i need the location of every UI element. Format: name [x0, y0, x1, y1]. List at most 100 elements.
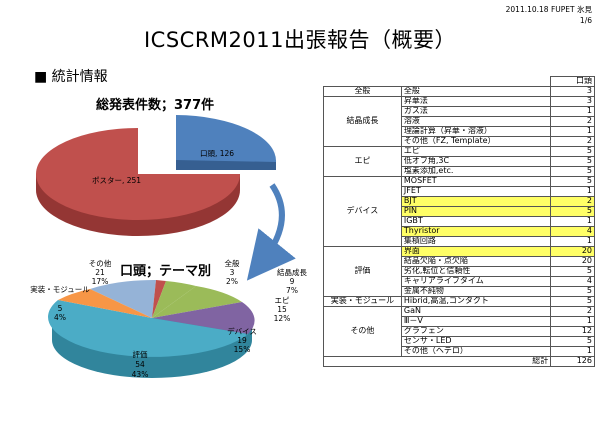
table-value-cell: 5 — [550, 146, 595, 157]
table-subcategory-cell: 結晶欠陥・点欠陥 — [400, 256, 552, 267]
pie2-label-module-value: 5 — [58, 304, 63, 313]
table-value-cell: 5 — [550, 286, 595, 297]
pie1-oral-label: 口頭, 126 — [200, 149, 234, 158]
table-value-cell: 3 — [550, 96, 595, 107]
pie2-title: 口頭；テーマ別 — [120, 264, 212, 279]
date-author: 2011.10.18 FUPET 氷見 — [505, 5, 592, 14]
pie2-slice-eval — [48, 300, 248, 357]
table-subcategory-cell: エピ — [400, 146, 552, 157]
pie2-label-crystal-pct: 7% — [286, 286, 298, 295]
table-subcategory-cell: 金属不純物 — [400, 286, 552, 297]
pie2-label-epi-value: 15 — [277, 305, 287, 314]
table-category-cell: その他 — [323, 306, 402, 357]
table-value-cell: 3 — [550, 86, 595, 97]
section-heading: ■ 統計情報 — [34, 69, 108, 85]
pie2-label-other-pct: 17% — [92, 277, 109, 286]
pie2-label-eval-value: 54 — [135, 360, 145, 369]
table-subcategory-cell: 集積回路 — [400, 236, 552, 247]
pie2-label-module-name: 実装・モジュール — [30, 284, 90, 294]
slide-title: ICSCRM2011出張報告（概要） — [143, 28, 456, 52]
connector-arrow — [246, 183, 296, 281]
page-number: 1/6 — [579, 16, 592, 25]
table-value-cell: 5 — [550, 296, 595, 307]
table-value-cell: 2 — [550, 196, 595, 207]
table-category-cell: 評価 — [323, 246, 402, 297]
total-count-label: 総発表件数；377件 — [96, 98, 215, 113]
pie2-slice-general — [152, 280, 166, 318]
table-row: エピ エピ 5 — [323, 146, 595, 177]
table-subcategory-cell: 全般 — [400, 86, 552, 97]
table-blank-cell — [324, 77, 402, 87]
table-subcategory-cell: MOSFET — [400, 176, 552, 187]
table-value-cell: 1 — [550, 216, 595, 227]
table-subcategory-cell: PIN — [400, 206, 552, 217]
table-subcategory-cell: 低オフ角,3C — [400, 156, 552, 167]
table-value-cell: 5 — [550, 206, 595, 217]
table-subcategory-cell: Hibrid,高温,コンタクト — [400, 296, 552, 307]
table-value-cell: 5 — [550, 166, 595, 177]
pie2-slice-epi — [152, 286, 242, 318]
pie1-poster-label: ポスター, 251 — [92, 176, 141, 185]
table-subcategory-cell: JFET — [400, 186, 552, 197]
table-value-cell: 1 — [550, 346, 595, 357]
pie2-slice-other — [90, 279, 156, 318]
table-subcategory-cell: その他（ヘテロ） — [400, 346, 552, 357]
table-total-label: 総計 — [322, 356, 552, 367]
pie2-label-epi-pct: 12% — [274, 314, 291, 323]
table-subcategory-cell: グラフェン — [400, 326, 552, 337]
pie2-label-general-name: 全般 — [225, 258, 240, 268]
table-subcategory-cell: 溶液 — [400, 116, 552, 127]
table-value-cell: 1 — [550, 106, 595, 117]
table-subcategory-cell: 理論計算（昇華・溶液） — [400, 126, 552, 137]
table-subcategory-cell: その他（FZ, Template） — [400, 136, 552, 147]
table-category-cell: エピ — [323, 146, 402, 177]
table-category-cell: デバイス — [323, 176, 402, 247]
table-value-cell: 20 — [550, 256, 595, 267]
table-row: 結晶成長 昇華法 3 — [323, 96, 595, 147]
pie2-label-general-pct: 2% — [226, 277, 238, 286]
table-row: デバイス MOSFET 5 — [323, 176, 595, 247]
table-value-cell: 12 — [550, 326, 595, 337]
table-category-cell: 結晶成長 — [323, 96, 402, 147]
table-header-row: 口頭 — [324, 76, 595, 87]
table-header-oral: 口頭 — [550, 76, 595, 87]
table-row: 評価 界面 20 — [323, 246, 595, 297]
pie2-label-device-value: 19 — [237, 336, 247, 345]
pie2-label-other-value: 21 — [95, 268, 105, 277]
table-total-value: 126 — [550, 356, 595, 367]
table-subcategory-cell: 塩素添加,etc. — [400, 166, 552, 177]
stats-table: 口頭 全般 全般 3 結晶成長 昇華法 3 ガス法 1 溶液 2 理論計算（昇華・溶液） 1 その他（FZ… — [322, 76, 595, 367]
pie2-label-device-pct: 15% — [234, 345, 251, 354]
pie2-label-crystal-value: 9 — [290, 277, 295, 286]
table-subcategory-cell: センサ・LED — [400, 336, 552, 347]
table-row: その他 GaN 2 — [323, 306, 595, 357]
pie2-label-eval-name: 評価 — [133, 349, 148, 359]
pie2-label-module-pct: 4% — [54, 313, 66, 322]
table-subcategory-cell: 昇華法 — [400, 96, 552, 107]
pie2-label-device-name: デバイス — [227, 326, 257, 336]
table-row: 全般 全般 3 — [323, 86, 595, 97]
pie2-slice-crystal — [152, 281, 196, 318]
table-total-row: 総計 126 — [322, 356, 595, 367]
table-value-cell: 5 — [550, 156, 595, 167]
table-subcategory-cell: GaN — [400, 306, 552, 317]
table-value-cell: 1 — [550, 316, 595, 327]
table-value-cell: 2 — [550, 306, 595, 317]
table-subcategory-cell: Thyristor — [400, 226, 552, 237]
table-category-cell: 実装・モジュール — [323, 296, 402, 307]
table-blank-cell — [401, 77, 550, 87]
table-value-cell: 4 — [550, 226, 595, 237]
pie1-oral-side — [176, 160, 276, 170]
table-category-cell: 全般 — [323, 86, 402, 97]
pie2-slice-module — [58, 289, 152, 318]
table-value-cell: 5 — [550, 336, 595, 347]
pie2-label-other-name: その他 — [89, 258, 112, 268]
table-subcategory-cell: キャリアライフタイム — [400, 276, 552, 287]
table-value-cell: 20 — [550, 246, 595, 257]
table-value-cell: 1 — [550, 126, 595, 137]
pie1-poster-slice — [36, 128, 240, 220]
header-meta: 2011.10.18 FUPET 氷見 1/6 — [506, 4, 592, 26]
table-value-cell: 2 — [550, 116, 595, 127]
table-row: 実装・モジュール Hibrid,高温,コンタクト 5 — [323, 296, 595, 307]
